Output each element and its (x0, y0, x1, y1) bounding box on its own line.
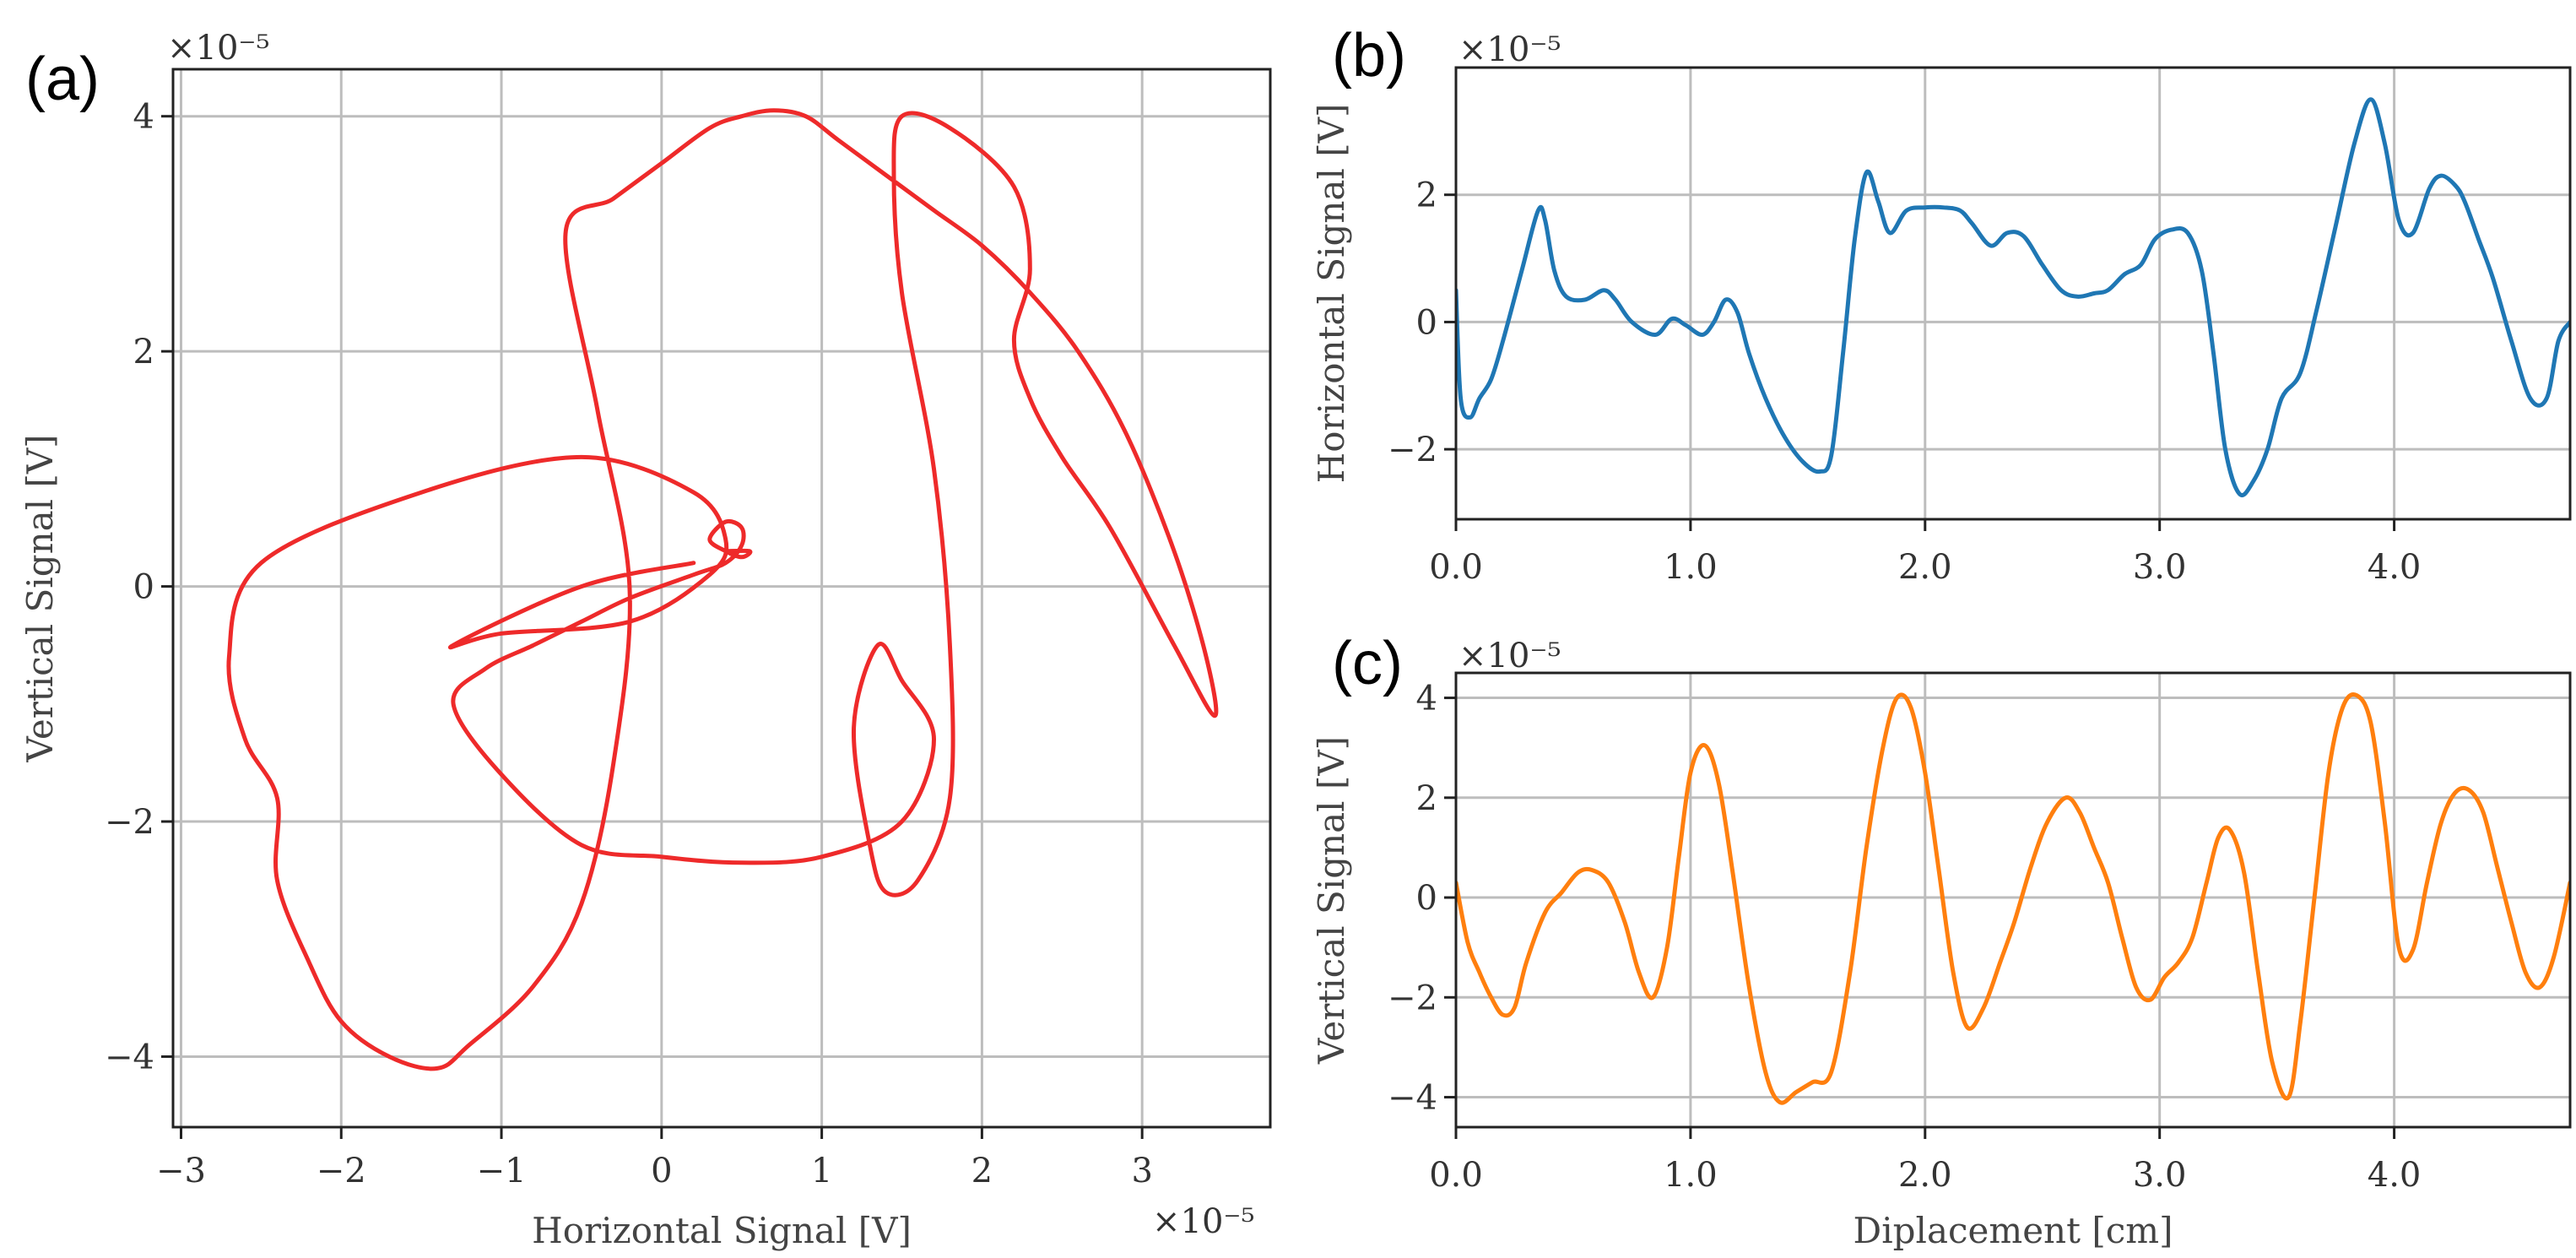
x-axis-label: Diplacement [cm] (1854, 1210, 2173, 1251)
y-tick-label: 0 (133, 568, 154, 607)
panel-b: 0.0 1.0 2.0 3.0 4.0 −2 0 2 (b) ×10⁻⁵ Horizontal Si… (1311, 22, 2572, 587)
x-tick-label: −3 (156, 1152, 206, 1190)
y-tick-label: 0 (1416, 879, 1437, 918)
series-line (226, 108, 1219, 1071)
x-tick-label: 0.0 (1429, 548, 1483, 587)
plot-frame (171, 68, 1272, 1129)
plot-frame (1454, 671, 2572, 1129)
x-offset-label: ×10⁻⁵ (1152, 1202, 1255, 1241)
y-tick-label: −2 (1388, 431, 1437, 469)
y-offset-label: ×10⁻⁵ (1458, 30, 1561, 69)
x-tick-label: 3 (1131, 1152, 1152, 1190)
panel-label: (c) (1332, 630, 1403, 697)
x-tick-label: 3.0 (2133, 548, 2187, 587)
y-tick-label: 0 (1416, 303, 1437, 342)
x-tick-label: 1.0 (1664, 1156, 1718, 1195)
x-axis-label: Horizontal Signal [V] (532, 1210, 912, 1251)
y-axis-label: Vertical Signal [V] (1311, 736, 1352, 1065)
x-tick-label: 2.0 (1898, 1156, 1952, 1195)
y-offset-label: ×10⁻⁵ (167, 29, 270, 68)
y-tick-label: 2 (133, 333, 154, 371)
series-line (1456, 692, 2570, 1105)
y-tick-label: 4 (1416, 680, 1437, 718)
x-tick-label: 2 (971, 1152, 993, 1190)
panel-label: (a) (25, 46, 100, 113)
panel-a: −3 −2 −1 0 1 2 3 −4 −2 0 2 4 (a) ×10⁻⁵ ×10⁻⁵ Vertical S… (19, 29, 1272, 1251)
y-tick-label: −2 (1388, 979, 1437, 1017)
x-tick-label: 3.0 (2133, 1156, 2187, 1195)
panel-c: 0.0 1.0 2.0 3.0 4.0 −4 −2 0 2 4 (c) ×10⁻⁵ Vertical S… (1311, 630, 2572, 1251)
x-tick-label: 2.0 (1898, 548, 1952, 587)
y-tick-label: 4 (133, 98, 154, 137)
y-tick-label: 2 (1416, 779, 1437, 818)
x-tick-label: 0.0 (1429, 1156, 1483, 1195)
x-tick-label: 1 (811, 1152, 832, 1190)
x-tick-label: 0 (651, 1152, 672, 1190)
x-tick-label: 4.0 (2368, 548, 2422, 587)
y-tick-label: 2 (1416, 176, 1437, 215)
y-tick-label: −4 (105, 1038, 154, 1076)
x-tick-label: 4.0 (2368, 1156, 2422, 1195)
y-tick-label: −4 (1388, 1079, 1437, 1118)
x-tick-label: 1.0 (1664, 548, 1718, 587)
y-axis-label: Vertical Signal [V] (19, 434, 61, 762)
y-offset-label: ×10⁻⁵ (1458, 637, 1561, 675)
plot-frame (1454, 66, 2572, 521)
y-tick-label: −2 (105, 803, 154, 842)
x-tick-label: −2 (317, 1152, 366, 1190)
series-line (1456, 97, 2570, 497)
x-tick-label: −1 (477, 1152, 527, 1190)
y-axis-label: Horizontal Signal [V] (1311, 104, 1352, 484)
panel-label: (b) (1332, 22, 1406, 89)
